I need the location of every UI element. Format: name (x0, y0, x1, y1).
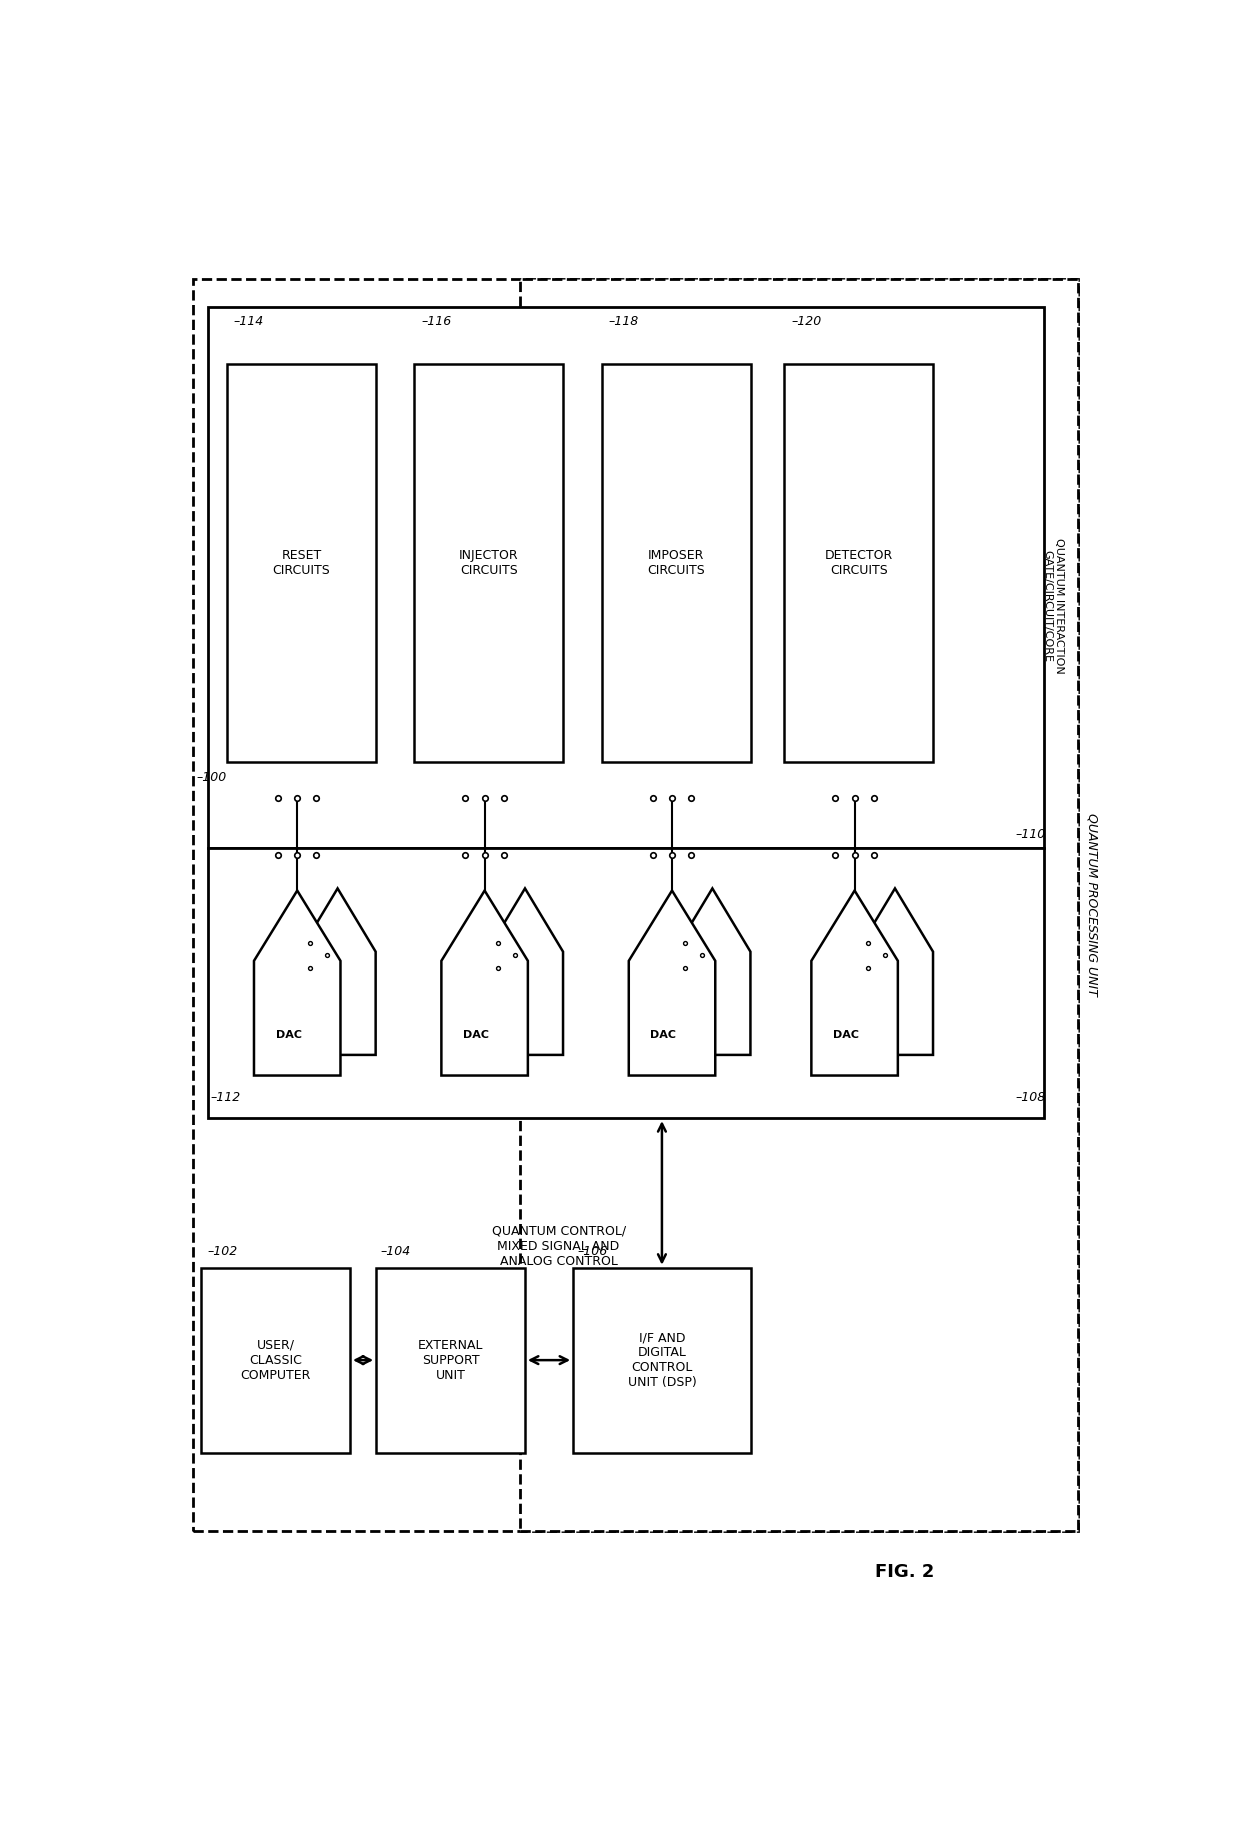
Text: DAC: DAC (463, 1029, 489, 1040)
Text: DAC: DAC (833, 1029, 859, 1040)
Text: –120: –120 (791, 316, 821, 329)
Polygon shape (300, 889, 376, 1055)
Polygon shape (675, 889, 750, 1055)
Text: –100: –100 (196, 771, 227, 784)
Bar (601, 364, 750, 763)
Text: –106: –106 (578, 1246, 608, 1258)
Polygon shape (254, 891, 341, 1076)
Text: –114: –114 (234, 316, 264, 329)
Bar (376, 1268, 525, 1453)
Text: DAC: DAC (275, 1029, 301, 1040)
Text: EXTERNAL
SUPPORT
UNIT: EXTERNAL SUPPORT UNIT (418, 1338, 484, 1382)
Bar (521, 279, 1078, 1530)
Polygon shape (857, 889, 932, 1055)
Bar (208, 848, 1044, 1118)
Text: –116: –116 (422, 316, 451, 329)
Polygon shape (487, 889, 563, 1055)
Text: FIG. 2: FIG. 2 (875, 1563, 934, 1580)
Bar (208, 307, 1044, 848)
Text: INJECTOR
CIRCUITS: INJECTOR CIRCUITS (459, 549, 518, 577)
Text: –108: –108 (1016, 1090, 1045, 1103)
Text: –112: –112 (211, 1090, 241, 1103)
Bar (193, 279, 1078, 1530)
Bar (227, 364, 376, 763)
Text: –110: –110 (1016, 828, 1045, 841)
Bar (785, 364, 934, 763)
Text: USER/
CLASSIC
COMPUTER: USER/ CLASSIC COMPUTER (241, 1338, 311, 1382)
Text: RESET
CIRCUITS: RESET CIRCUITS (273, 549, 330, 577)
Text: DETECTOR
CIRCUITS: DETECTOR CIRCUITS (825, 549, 893, 577)
Polygon shape (811, 891, 898, 1076)
Bar (414, 364, 563, 763)
Text: QUANTUM PROCESSING UNIT: QUANTUM PROCESSING UNIT (1085, 813, 1099, 996)
Text: –118: –118 (609, 316, 639, 329)
Bar (573, 1268, 751, 1453)
Bar (201, 1268, 350, 1453)
Text: DAC: DAC (650, 1029, 676, 1040)
Polygon shape (629, 891, 715, 1076)
Text: QUANTUM INTERACTION
GATE/CIRCUIT/CORE: QUANTUM INTERACTION GATE/CIRCUIT/CORE (1043, 538, 1064, 675)
Text: –104: –104 (381, 1246, 412, 1258)
Text: I/F AND
DIGITAL
CONTROL
UNIT (DSP): I/F AND DIGITAL CONTROL UNIT (DSP) (627, 1331, 697, 1390)
Text: –102: –102 (208, 1246, 238, 1258)
Polygon shape (441, 891, 528, 1076)
Text: IMPOSER
CIRCUITS: IMPOSER CIRCUITS (647, 549, 706, 577)
Text: QUANTUM CONTROL/
MIXED SIGNAL AND
ANALOG CONTROL: QUANTUM CONTROL/ MIXED SIGNAL AND ANALOG… (491, 1225, 626, 1268)
